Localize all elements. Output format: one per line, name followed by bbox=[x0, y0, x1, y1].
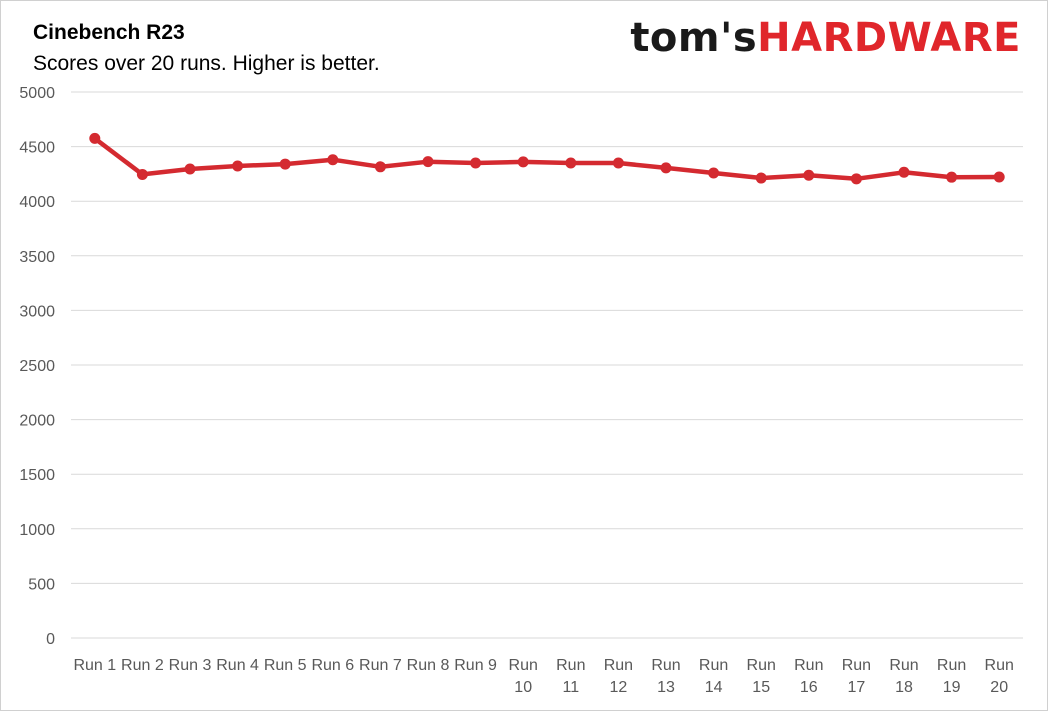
data-point bbox=[517, 156, 529, 168]
data-point bbox=[850, 173, 862, 185]
x-tick-label: Run bbox=[842, 657, 871, 674]
x-tick-label: Run bbox=[509, 657, 538, 674]
data-point bbox=[374, 161, 386, 173]
data-point bbox=[89, 132, 101, 144]
y-tick-label: 1500 bbox=[19, 467, 55, 484]
x-tick-label: Run bbox=[699, 657, 728, 674]
x-tick-label: Run 7 bbox=[359, 657, 402, 674]
data-point bbox=[612, 157, 624, 169]
series-line bbox=[92, 136, 1002, 182]
x-tick-label: Run 5 bbox=[264, 657, 307, 674]
x-tick-label: Run 3 bbox=[169, 657, 212, 674]
x-tick-label: Run bbox=[556, 657, 585, 674]
data-point bbox=[755, 172, 767, 184]
data-point bbox=[279, 158, 291, 170]
logo-text-hardware: HARDWARE bbox=[757, 15, 1021, 61]
x-tick-label: 15 bbox=[752, 679, 770, 696]
y-tick-label: 4500 bbox=[19, 140, 55, 157]
data-point bbox=[327, 154, 339, 166]
x-tick-label: Run 4 bbox=[216, 657, 259, 674]
logo-text-toms: tom's bbox=[630, 15, 758, 61]
data-point bbox=[708, 167, 720, 179]
chart-subtitle: Scores over 20 runs. Higher is better. bbox=[33, 52, 380, 75]
x-tick-label: Run 6 bbox=[311, 657, 354, 674]
x-tick-label: Run 9 bbox=[454, 657, 497, 674]
y-tick-label: 0 bbox=[46, 631, 55, 648]
data-point bbox=[946, 171, 958, 183]
data-point bbox=[184, 163, 196, 175]
x-tick-label: 17 bbox=[848, 679, 866, 696]
x-tick-label: 20 bbox=[990, 679, 1008, 696]
x-tick-label: Run bbox=[889, 657, 918, 674]
data-point bbox=[898, 166, 910, 178]
y-tick-label: 1000 bbox=[19, 522, 55, 539]
x-tick-label: 10 bbox=[514, 679, 532, 696]
x-tick-label: Run 2 bbox=[121, 657, 164, 674]
x-tick-label: 14 bbox=[705, 679, 723, 696]
y-tick-label: 4000 bbox=[19, 194, 55, 211]
x-tick-label: 11 bbox=[562, 679, 579, 696]
x-tick-label: 16 bbox=[800, 679, 818, 696]
x-tick-label: Run bbox=[937, 657, 966, 674]
toms-hardware-logo: tom'sHARDWARE bbox=[630, 15, 1021, 61]
x-tick-label: 13 bbox=[657, 679, 675, 696]
y-tick-label: 2500 bbox=[19, 358, 55, 375]
data-point bbox=[993, 171, 1005, 183]
x-tick-label: Run bbox=[604, 657, 633, 674]
x-tick-label: Run 8 bbox=[407, 657, 450, 674]
data-point bbox=[565, 157, 577, 169]
y-tick-label: 3500 bbox=[19, 249, 55, 266]
data-point bbox=[660, 162, 672, 174]
x-tick-label: Run bbox=[794, 657, 823, 674]
y-tick-label: 3000 bbox=[19, 303, 55, 320]
data-point bbox=[422, 156, 434, 168]
x-tick-label: 19 bbox=[943, 679, 961, 696]
x-tick-label: Run 1 bbox=[73, 657, 116, 674]
x-tick-label: 12 bbox=[610, 679, 628, 696]
data-point bbox=[803, 169, 815, 181]
x-tick-label: Run bbox=[651, 657, 680, 674]
data-point bbox=[470, 157, 482, 169]
x-tick-label: Run bbox=[985, 657, 1014, 674]
y-tick-label: 5000 bbox=[19, 85, 55, 102]
data-point bbox=[232, 160, 244, 172]
x-tick-label: Run bbox=[747, 657, 776, 674]
y-tick-label: 500 bbox=[28, 576, 55, 593]
chart-title: Cinebench R23 bbox=[33, 21, 185, 44]
x-tick-label: 18 bbox=[895, 679, 913, 696]
data-point bbox=[136, 168, 148, 180]
y-tick-label: 2000 bbox=[19, 413, 55, 430]
